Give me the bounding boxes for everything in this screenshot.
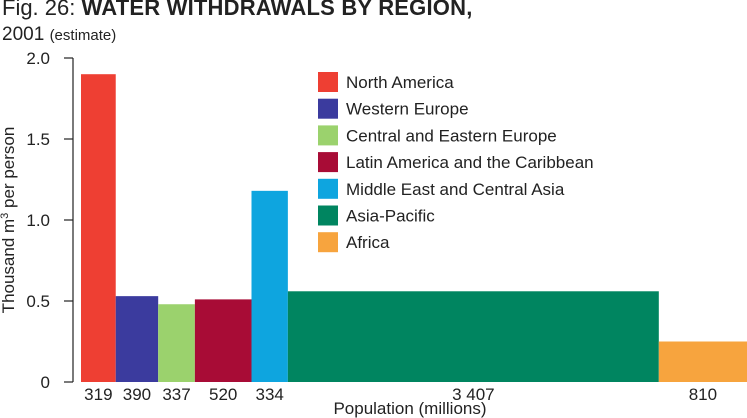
y-axis: 0 0.5 1.0 1.5 2.0	[26, 49, 74, 392]
y-axis-title-main: Thousand m	[0, 219, 18, 314]
legend-swatch	[318, 178, 338, 199]
legend-swatch	[318, 152, 338, 173]
y-tick-label: 2.0	[26, 49, 50, 68]
legend-swatch	[318, 98, 338, 119]
x-tick-label: 337	[162, 385, 190, 404]
bar-7	[658, 341, 747, 382]
legend-label: North America	[346, 73, 454, 92]
x-tick-labels: 319 390 337 520 334 3 407 810	[84, 385, 717, 404]
y-axis-title-rest: per person	[0, 127, 18, 213]
figure-number: Fig. 26:	[2, 0, 76, 20]
legend-label: Central and Eastern Europe	[346, 126, 557, 145]
x-tick-label: 319	[84, 385, 112, 404]
subtitle-note: (estimate)	[49, 27, 117, 44]
legend-swatch	[318, 72, 338, 92]
bar-5	[251, 190, 288, 382]
bars-group	[81, 74, 747, 382]
y-tick-label: 0.5	[26, 292, 50, 311]
subtitle-year: 2001	[2, 24, 45, 45]
title-text: WATER WITHDRAWALS BY REGION,	[81, 0, 473, 20]
chart-title: Fig. 26: WATER WITHDRAWALS BY REGION,	[2, 0, 473, 20]
bar-2	[115, 296, 159, 382]
legend-label: Middle East and Central Asia	[346, 180, 565, 199]
y-tick-label: 1.5	[26, 130, 50, 149]
bar-3	[158, 304, 195, 382]
bar-4	[194, 299, 252, 382]
x-axis-title: Population (millions)	[333, 399, 486, 418]
bar-6	[287, 291, 659, 382]
bar-1	[81, 74, 116, 382]
chart-subtitle: 2001 (estimate)	[2, 24, 116, 47]
legend-swatch	[318, 232, 338, 253]
legend-swatch	[318, 125, 338, 146]
legend-label: Africa	[346, 233, 390, 252]
x-tick-label: 3 407	[452, 385, 495, 404]
legend-swatch	[318, 205, 338, 226]
y-axis-title: Thousand m3 per person	[0, 127, 18, 314]
y-tick-label: 0	[41, 373, 50, 392]
x-tick-label: 390	[123, 385, 151, 404]
legend: North America Western Europe Central and E…	[318, 72, 594, 253]
x-tick-label: 810	[689, 385, 717, 404]
x-tick-label: 520	[209, 385, 237, 404]
x-tick-label: 334	[255, 385, 283, 404]
legend-label: Asia-Pacific	[346, 207, 435, 226]
legend-label: Western Europe	[346, 100, 469, 119]
y-tick-label: 1.0	[26, 211, 50, 230]
y-axis-title-superscript: 3	[0, 213, 11, 219]
legend-label: Latin America and the Caribbean	[346, 153, 594, 172]
